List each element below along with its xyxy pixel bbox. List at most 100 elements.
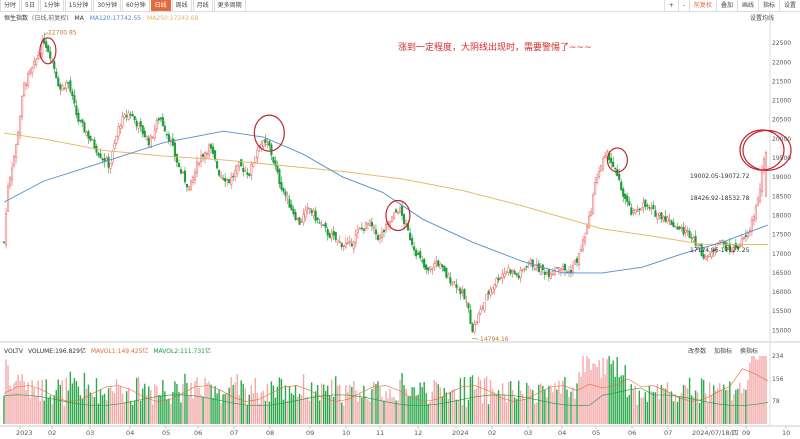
candle-body-22 — [47, 45, 50, 53]
tab-30min[interactable]: 30分钟 — [93, 0, 121, 11]
candle-body-305 — [616, 169, 619, 176]
candle-body-177 — [358, 227, 361, 230]
tab-weekly[interactable]: 周线 — [171, 0, 192, 11]
tab-monthly[interactable]: 月线 — [192, 0, 213, 11]
volume-bar-41 — [85, 388, 88, 424]
high-marker — [43, 32, 49, 36]
volume-bar-191 — [387, 398, 389, 424]
volume-bar-2 — [7, 365, 9, 424]
candle-body-263 — [531, 259, 534, 268]
volume-bar-340 — [686, 388, 689, 424]
candle-body-78 — [159, 117, 162, 120]
candle-body-38 — [79, 119, 82, 122]
switch-indicator-button[interactable]: 换指标 — [739, 348, 758, 355]
volume-bar-281 — [568, 396, 570, 424]
change-params-button[interactable]: 改参数 — [688, 348, 707, 355]
candle-body-342 — [690, 237, 693, 239]
candle-body-331 — [668, 219, 671, 221]
candle-body-160 — [324, 223, 327, 228]
candle-body-59 — [121, 116, 124, 127]
volume-bar-360 — [727, 389, 729, 424]
candle-body-322 — [650, 207, 653, 210]
volume-bar-95 — [194, 380, 196, 424]
tab-5day[interactable]: 5日 — [21, 0, 39, 11]
indicator-button[interactable]: 指标 — [757, 0, 779, 11]
volume-bar-158 — [320, 383, 323, 424]
add-indicator-button[interactable]: 加指标 — [714, 348, 733, 355]
candle-body-23 — [49, 51, 52, 59]
candle-body-232 — [469, 309, 472, 324]
volume-bar-367 — [741, 392, 743, 424]
zoom-out-button[interactable]: - — [677, 0, 689, 11]
candle-body-189 — [382, 229, 386, 232]
volume-bar-91 — [186, 383, 188, 424]
candle-body-181 — [366, 222, 369, 225]
candle-body-120 — [244, 170, 247, 172]
candle-body-283 — [571, 265, 575, 273]
volume-bar-221 — [447, 399, 450, 424]
candle-body-234 — [473, 324, 476, 333]
ma120-value: MA120:17742.55 — [89, 15, 142, 22]
settings-button[interactable]: 设置 — [778, 0, 800, 11]
candle-body-155 — [314, 210, 317, 221]
adjust-button[interactable]: 前复权 — [688, 0, 716, 11]
volume-bar-117 — [238, 394, 240, 424]
x-tick-label-11: 12 — [414, 429, 422, 437]
volume-bar-379 — [765, 356, 767, 424]
candle-body-168 — [340, 242, 343, 247]
x-tick-label-17: 06 — [628, 429, 636, 437]
tab-timeshare[interactable]: 分时 — [0, 0, 21, 11]
volume-bar-236 — [477, 376, 480, 424]
candle-body-312 — [630, 207, 633, 215]
candle-body-134 — [272, 156, 275, 163]
draw-line-button[interactable]: 画线 — [736, 0, 758, 11]
volume-bar-371 — [749, 362, 751, 424]
y-tick-label-2: 21500 — [772, 78, 791, 85]
candle-body-228 — [461, 290, 464, 293]
volume-bar-183 — [371, 389, 373, 424]
candle-body-33 — [69, 80, 72, 92]
tab-60min[interactable]: 60分钟 — [121, 0, 150, 11]
volume-bar-207 — [419, 382, 421, 424]
candle-body-222 — [449, 277, 452, 284]
tab-15min[interactable]: 15分钟 — [64, 0, 93, 11]
volume-bar-316 — [638, 390, 641, 424]
candle-body-306 — [618, 173, 621, 181]
volume-bar-185 — [375, 384, 377, 424]
volume-value: VOLUME:196.829亿 — [27, 348, 86, 355]
volume-bar-81 — [166, 399, 168, 424]
volume-bar-317 — [640, 397, 643, 424]
candle-body-173 — [350, 243, 353, 246]
volume-bar-118 — [240, 380, 242, 424]
volume-bar-180 — [365, 395, 367, 424]
volume-bar-139 — [282, 399, 285, 424]
set-ma-button[interactable]: 设置均线 — [749, 15, 774, 22]
main-legend: 恒生指数 (日线,前复权) MA MA120:17742.55 MA250:172… — [4, 13, 202, 22]
zoom-in-button[interactable]: + — [663, 0, 678, 11]
volume-bar-364 — [735, 389, 737, 424]
volume-bar-37 — [77, 386, 80, 424]
price-label-1: 14794.16 — [480, 336, 509, 343]
tab-1min[interactable]: 1分钟 — [39, 0, 64, 11]
low-marker — [471, 337, 479, 340]
volume-bar-109 — [222, 394, 224, 424]
volume-bar-376 — [759, 356, 761, 424]
volume-bar-164 — [333, 396, 335, 424]
candle-body-325 — [656, 213, 659, 220]
volume-bar-225 — [455, 399, 458, 424]
candle-body-16 — [35, 59, 38, 65]
tab-daily[interactable]: 日线 — [150, 0, 171, 11]
volume-bar-169 — [343, 405, 345, 424]
overlay-button[interactable]: 叠加 — [715, 0, 737, 11]
volume-bar-116 — [236, 374, 238, 424]
volume-bar-4 — [11, 390, 13, 424]
volume-bar-258 — [522, 394, 524, 424]
tab-more-periods[interactable]: 更多周期 — [213, 0, 246, 11]
volume-bar-147 — [298, 393, 301, 424]
candle-body-92 — [187, 186, 191, 191]
volume-bar-278 — [562, 380, 564, 424]
volume-bar-66 — [135, 378, 138, 424]
highlight-circle-2 — [385, 199, 411, 232]
candle-body-231 — [467, 303, 470, 309]
